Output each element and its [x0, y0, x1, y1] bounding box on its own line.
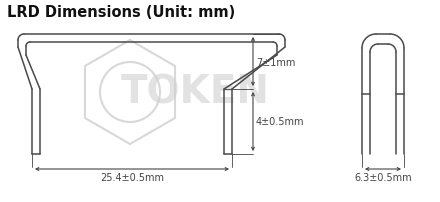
Text: 6.3±0.5mm: 6.3±0.5mm	[354, 172, 412, 182]
Text: LRD Dimensions (Unit: mm): LRD Dimensions (Unit: mm)	[7, 5, 235, 20]
Text: 25.4±0.5mm: 25.4±0.5mm	[100, 172, 164, 182]
Text: 7±1mm: 7±1mm	[256, 57, 295, 67]
Text: 4±0.5mm: 4±0.5mm	[256, 117, 304, 127]
Text: TOKEN: TOKEN	[121, 74, 269, 112]
